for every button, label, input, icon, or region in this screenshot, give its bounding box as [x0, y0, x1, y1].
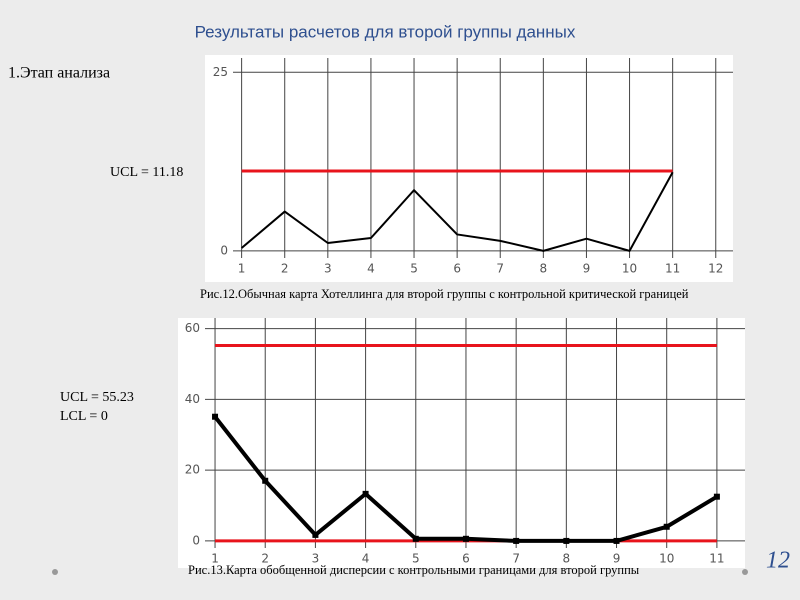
x-tick-label: 6 — [453, 262, 461, 276]
point-marker — [513, 537, 520, 544]
point-marker — [262, 477, 269, 484]
x-tick-label: 10 — [659, 552, 674, 566]
chart-caption: Рис.13.Карта обобщенной дисперсии с конт… — [188, 563, 640, 577]
point-marker — [713, 493, 720, 500]
point-marker — [613, 537, 620, 544]
x-tick-label: 12 — [708, 262, 723, 276]
chart-caption: Рис.12.Обычная карта Хотеллинга для втор… — [200, 287, 689, 301]
page-number: 12 — [766, 548, 790, 574]
x-tick-label: 4 — [362, 552, 370, 566]
x-tick-label: 5 — [412, 552, 420, 566]
y-tick-label: 25 — [213, 65, 228, 79]
x-tick-label: 11 — [665, 262, 680, 276]
point-marker — [563, 537, 570, 544]
plot-panel — [178, 318, 745, 568]
slide-title: Результаты расчетов для второй группы да… — [195, 22, 576, 41]
decor-dot — [52, 569, 58, 575]
series-line — [240, 171, 674, 252]
x-tick-label: 3 — [324, 262, 332, 276]
x-tick-label: 3 — [312, 552, 320, 566]
x-tick-label: 4 — [367, 262, 375, 276]
annotation: LCL = 0 — [60, 409, 108, 424]
x-tick-label: 1 — [238, 262, 246, 276]
y-tick-label: 20 — [185, 463, 200, 477]
x-tick-label: 2 — [281, 262, 289, 276]
x-tick-label: 9 — [613, 552, 621, 566]
point-marker — [362, 490, 369, 497]
x-tick-label: 11 — [709, 552, 724, 566]
x-tick-label: 5 — [410, 262, 418, 276]
x-tick-label: 2 — [261, 552, 269, 566]
point-marker — [212, 413, 219, 420]
annotation: UCL = 11.18 — [110, 165, 183, 180]
y-tick-label: 0 — [192, 533, 200, 547]
x-tick-label: 10 — [622, 262, 637, 276]
point-marker — [412, 535, 419, 542]
decor-dot — [742, 569, 748, 575]
plot-panel — [205, 55, 733, 282]
x-tick-label: 6 — [462, 552, 470, 566]
x-tick-label: 7 — [512, 552, 520, 566]
y-tick-label: 60 — [185, 321, 200, 335]
y-tick-label: 0 — [220, 243, 228, 257]
section-heading: 1.Этап анализа — [8, 65, 110, 82]
x-tick-label: 7 — [496, 262, 504, 276]
point-marker — [462, 535, 469, 542]
point-marker — [663, 523, 670, 530]
annotation: UCL = 55.23 — [60, 390, 134, 405]
y-tick-label: 40 — [185, 392, 200, 406]
x-tick-label: 8 — [540, 262, 548, 276]
x-tick-label: 8 — [563, 552, 571, 566]
point-marker — [312, 531, 319, 538]
x-tick-label: 1 — [211, 552, 219, 566]
x-tick-label: 9 — [583, 262, 591, 276]
